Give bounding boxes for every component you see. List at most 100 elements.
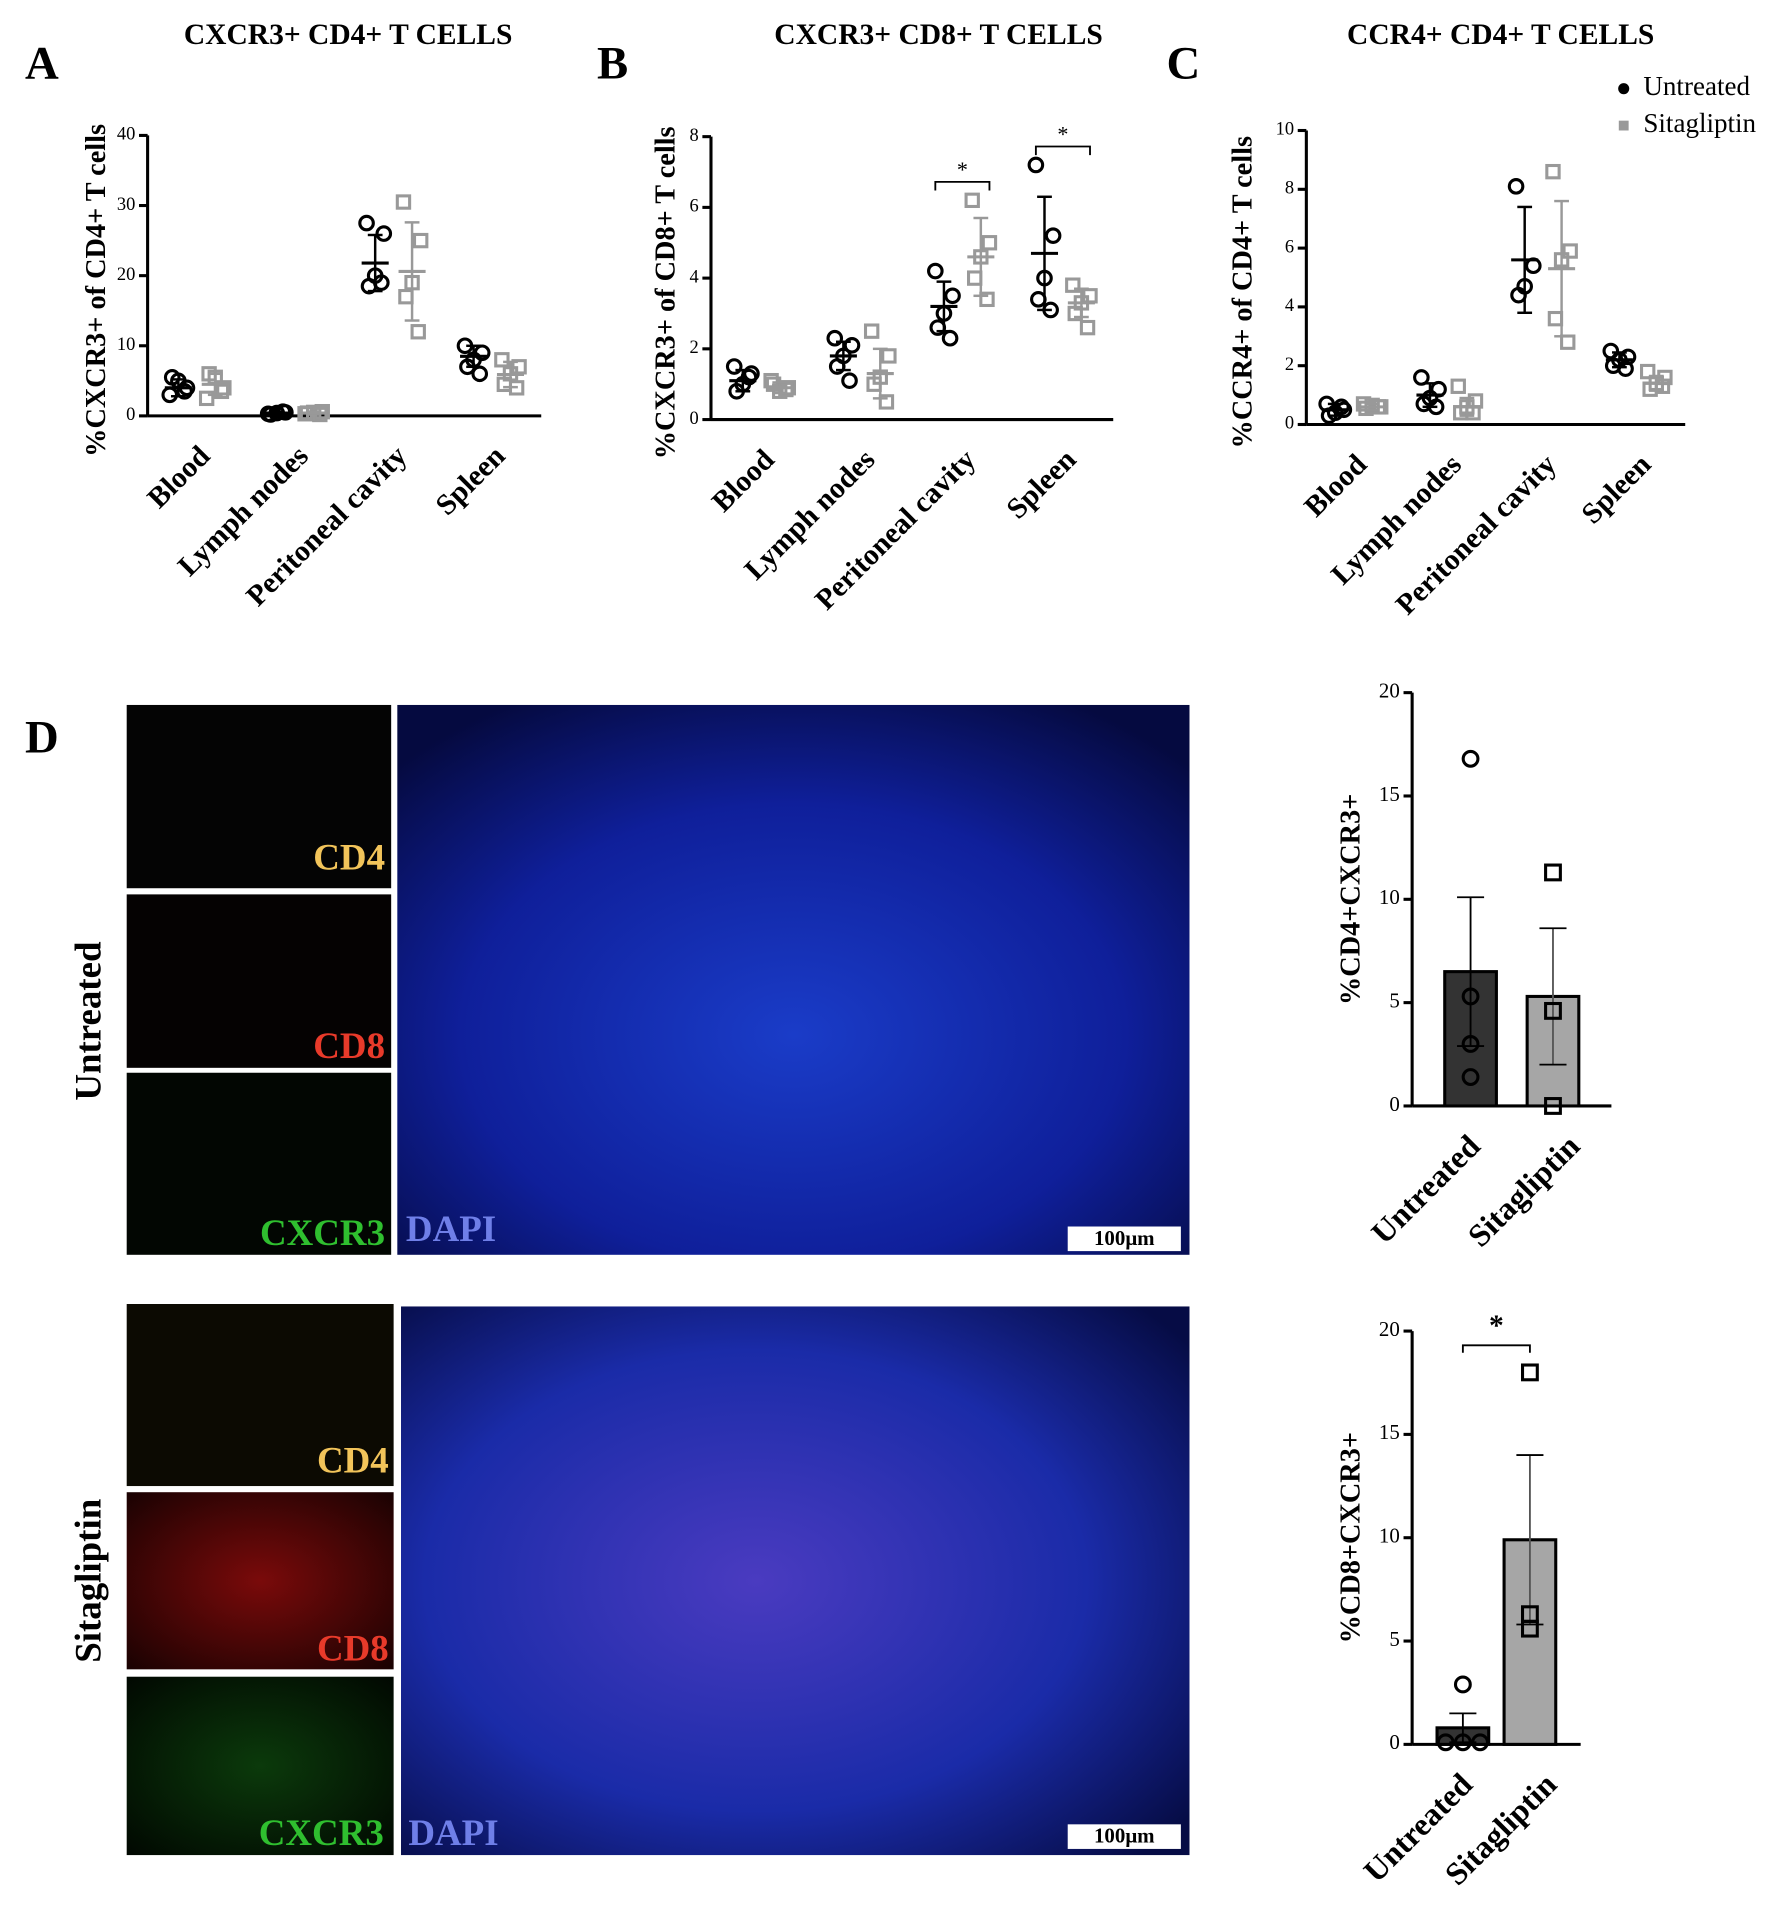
point bbox=[1030, 291, 1047, 308]
point bbox=[841, 372, 858, 389]
point bbox=[826, 329, 844, 347]
point bbox=[1079, 319, 1096, 336]
cxcr3-tile bbox=[126, 1676, 394, 1856]
y-axis-label: %CD8+CXCR3+ bbox=[1336, 1432, 1367, 1643]
y-tick-label: 8 bbox=[689, 125, 698, 145]
group-label: Untreated bbox=[68, 941, 109, 1101]
x-tick-label: Blood bbox=[706, 443, 781, 518]
cxcr3-tile bbox=[126, 1072, 392, 1255]
group-label: Sitagliptin bbox=[68, 1499, 109, 1663]
y-tick-label: 8 bbox=[1285, 178, 1294, 198]
channel-label: CXCR3 bbox=[259, 1812, 384, 1853]
point bbox=[725, 358, 743, 375]
point bbox=[1507, 178, 1525, 195]
significance-bracket bbox=[1034, 145, 1091, 156]
point bbox=[1413, 369, 1430, 386]
panel-letter: A bbox=[25, 37, 59, 89]
point bbox=[1602, 342, 1620, 360]
scale-bar-box bbox=[1067, 1824, 1181, 1849]
merge-tile bbox=[401, 1306, 1190, 1856]
point bbox=[1520, 1619, 1539, 1638]
x-tick-label: Peritoneal cavity bbox=[1390, 448, 1563, 621]
point bbox=[1544, 863, 1562, 882]
channel-label: CD8 bbox=[313, 1025, 385, 1066]
y-tick-label: 10 bbox=[1379, 885, 1400, 909]
point bbox=[410, 324, 426, 340]
point bbox=[358, 214, 375, 232]
significance-bracket bbox=[934, 180, 991, 191]
point bbox=[413, 232, 429, 249]
channel-label: CD4 bbox=[317, 1439, 389, 1480]
micrograph-labels: D Untreated CD4 CD8 CXCR3 DAPI 100μm Sit… bbox=[25, 712, 1155, 1854]
channel-label: CXCR3 bbox=[260, 1212, 385, 1253]
scale-bar-label: 100μm bbox=[1094, 1226, 1155, 1250]
x-tick-label: Blood bbox=[142, 439, 217, 514]
y-axis-label: %CXCR3+ of CD8+ T cells bbox=[650, 126, 681, 459]
channel-label: DAPI bbox=[408, 1812, 498, 1853]
point bbox=[471, 365, 489, 383]
point bbox=[944, 287, 961, 305]
y-tick-label: 15 bbox=[1379, 1420, 1400, 1444]
x-tick-label: Spleen bbox=[430, 440, 512, 522]
y-tick-label: 20 bbox=[117, 264, 135, 284]
y-tick-label: 40 bbox=[117, 124, 135, 144]
point bbox=[1461, 1035, 1480, 1053]
point bbox=[1544, 1097, 1562, 1115]
y-tick-label: 20 bbox=[1379, 678, 1400, 702]
y-tick-label: 0 bbox=[1389, 1092, 1399, 1116]
point bbox=[1436, 1733, 1455, 1752]
y-tick-label: 0 bbox=[126, 404, 135, 424]
y-axis-label: %CXCR3+ of CD4+ T cells bbox=[81, 124, 112, 457]
point bbox=[1640, 363, 1656, 380]
point bbox=[1027, 156, 1045, 174]
point bbox=[966, 270, 983, 286]
merge-tile bbox=[397, 704, 1190, 1255]
panel-letter: D bbox=[25, 712, 59, 764]
significance-label: * bbox=[1057, 122, 1068, 147]
point bbox=[927, 262, 944, 280]
point bbox=[881, 348, 897, 364]
point bbox=[1545, 163, 1561, 180]
y-tick-label: 2 bbox=[1285, 354, 1294, 374]
scale-bar-box bbox=[1067, 1226, 1181, 1252]
point bbox=[979, 291, 995, 308]
x-tick-label: Spleen bbox=[1001, 444, 1083, 526]
point bbox=[1461, 749, 1480, 768]
channel-label: CD4 bbox=[313, 837, 385, 878]
panel-letter: C bbox=[1166, 37, 1200, 89]
cd4-tile bbox=[126, 1304, 394, 1487]
y-axis-label: %CCR4+ of CD4+ T cells bbox=[1227, 136, 1258, 448]
y-tick-label: 4 bbox=[689, 266, 698, 286]
y-tick-label: 5 bbox=[1389, 1627, 1399, 1651]
point bbox=[1044, 227, 1062, 244]
y-tick-label: 4 bbox=[1285, 295, 1294, 315]
point bbox=[198, 390, 215, 407]
point bbox=[964, 192, 980, 208]
point bbox=[843, 337, 861, 354]
legend-swatch bbox=[1618, 83, 1630, 95]
cd8-tile bbox=[126, 1492, 394, 1670]
point bbox=[1471, 1733, 1490, 1752]
cd4-tile bbox=[126, 704, 392, 889]
y-tick-label: 5 bbox=[1389, 988, 1399, 1012]
y-tick-label: 2 bbox=[689, 337, 698, 357]
chart-title: CXCR3+ CD4+ T CELLS bbox=[184, 19, 513, 51]
legend-swatch bbox=[1618, 120, 1629, 131]
point bbox=[1461, 987, 1480, 1006]
chart-title: CXCR3+ CD8+ T CELLS bbox=[774, 19, 1103, 51]
y-tick-label: 30 bbox=[117, 194, 135, 214]
y-tick-label: 6 bbox=[689, 196, 698, 216]
x-tick-label: Blood bbox=[1298, 448, 1373, 523]
y-tick-label: 10 bbox=[117, 334, 135, 354]
y-axis-label: %CD4+CXCR3+ bbox=[1336, 794, 1367, 1005]
y-tick-label: 0 bbox=[1285, 413, 1294, 433]
point bbox=[494, 352, 510, 368]
cd8-tile bbox=[126, 894, 392, 1068]
channel-label: DAPI bbox=[406, 1208, 496, 1249]
point bbox=[1461, 1068, 1480, 1086]
point bbox=[1562, 243, 1578, 259]
point bbox=[1547, 310, 1564, 327]
point bbox=[1453, 1675, 1472, 1694]
point bbox=[395, 194, 412, 210]
